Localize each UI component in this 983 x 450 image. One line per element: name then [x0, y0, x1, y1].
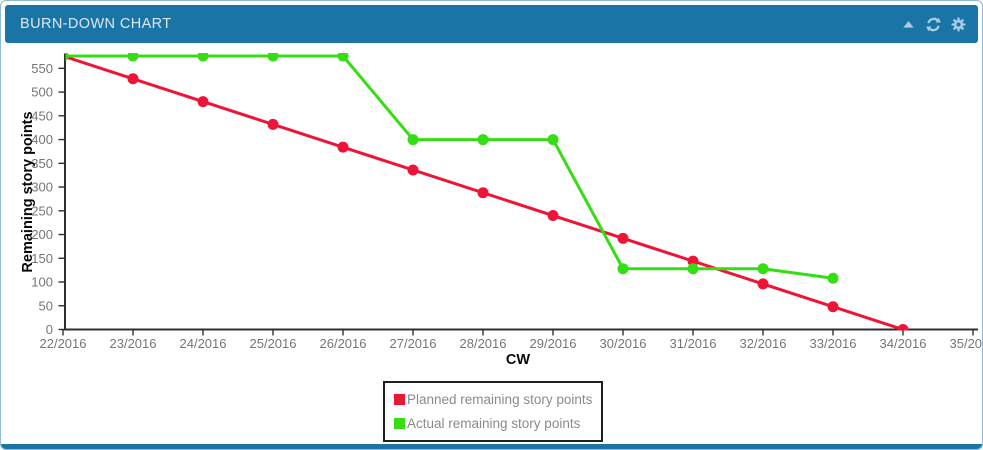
data-point-actual[interactable] — [337, 51, 349, 62]
data-point-actual[interactable] — [407, 134, 419, 146]
panel-title: BURN-DOWN CHART — [20, 16, 172, 32]
x-tick-label: 31/2016 — [670, 336, 717, 351]
y-tick-label: 250 — [31, 203, 53, 218]
data-point-planned[interactable] — [897, 324, 909, 335]
y-tick-label: 150 — [31, 251, 53, 266]
data-point-planned[interactable] — [267, 118, 279, 130]
x-axis-title: CW — [506, 352, 530, 368]
data-point-planned[interactable] — [617, 232, 629, 244]
y-tick-label: 550 — [31, 61, 53, 76]
legend-item-planned[interactable]: Planned remaining story points — [394, 389, 592, 410]
data-point-actual[interactable] — [267, 51, 279, 62]
actual-series-swatch — [394, 418, 405, 429]
planned-series-swatch — [394, 394, 405, 405]
x-tick-label: 32/2016 — [740, 336, 787, 351]
y-tick-label: 50 — [39, 298, 53, 313]
x-tick-label: 29/2016 — [530, 336, 577, 351]
data-point-planned[interactable] — [477, 187, 489, 199]
panel-footer-bar — [1, 444, 982, 449]
data-point-planned[interactable] — [687, 255, 699, 267]
chart-legend: Planned remaining story points Actual re… — [383, 381, 604, 442]
y-tick-label: 400 — [31, 132, 53, 147]
x-tick-label: 28/2016 — [460, 336, 507, 351]
y-tick-label: 350 — [31, 156, 53, 171]
y-tick-label: 100 — [31, 275, 53, 290]
x-tick-label: 35/2016 — [950, 336, 983, 351]
data-point-actual[interactable] — [477, 134, 489, 146]
data-point-planned[interactable] — [547, 210, 559, 222]
series-line-actual — [65, 54, 834, 280]
gear-icon[interactable] — [950, 16, 966, 32]
data-point-planned[interactable] — [827, 301, 839, 313]
legend-item-actual[interactable]: Actual remaining story points — [394, 413, 592, 434]
x-tick-label: 25/2016 — [250, 336, 297, 351]
panel-header: BURN-DOWN CHART — [5, 5, 978, 43]
data-point-actual[interactable] — [58, 51, 69, 62]
y-tick-label: 450 — [31, 108, 53, 123]
data-point-planned[interactable] — [407, 164, 419, 176]
y-tick-label: 200 — [31, 227, 53, 242]
y-tick-label: 300 — [31, 180, 53, 195]
x-tick-label: 34/2016 — [880, 336, 927, 351]
x-tick-label: 33/2016 — [810, 336, 857, 351]
refresh-icon[interactable] — [925, 16, 941, 32]
x-tick-label: 22/2016 — [40, 336, 87, 351]
x-tick-label: 27/2016 — [390, 336, 437, 351]
data-point-actual[interactable] — [197, 51, 209, 62]
data-point-actual[interactable] — [687, 263, 699, 275]
data-point-actual[interactable] — [757, 263, 769, 275]
data-point-planned[interactable] — [757, 278, 769, 290]
x-tick-label: 24/2016 — [180, 336, 227, 351]
legend-label-actual: Actual remaining story points — [407, 416, 581, 431]
y-tick-label: 500 — [31, 85, 53, 100]
caret-up-icon[interactable] — [900, 16, 916, 32]
data-point-planned[interactable] — [337, 141, 349, 153]
y-axis-title: Remaining story points — [20, 111, 36, 272]
data-point-planned[interactable] — [127, 73, 139, 85]
data-point-planned[interactable] — [197, 96, 209, 108]
data-point-actual[interactable] — [547, 134, 559, 146]
x-tick-label: 26/2016 — [320, 336, 367, 351]
panel-header-icons — [900, 16, 966, 32]
legend-label-planned: Planned remaining story points — [407, 392, 593, 407]
data-point-actual[interactable] — [127, 51, 139, 62]
data-point-actual[interactable] — [827, 272, 839, 284]
y-tick-label: 0 — [46, 322, 53, 337]
data-point-actual[interactable] — [617, 263, 629, 275]
x-tick-label: 30/2016 — [600, 336, 647, 351]
x-tick-label: 23/2016 — [110, 336, 157, 351]
